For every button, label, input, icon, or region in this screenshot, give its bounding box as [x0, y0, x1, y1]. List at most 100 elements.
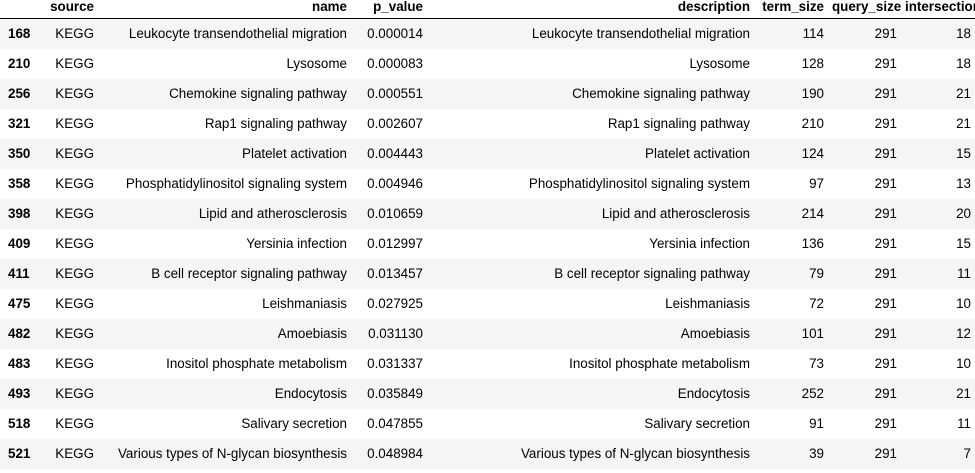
source-cell: KEGG	[55, 296, 94, 311]
source-cell: KEGG	[55, 236, 94, 251]
query-size-cell: 291	[874, 56, 897, 71]
p-value-cell: 0.035849	[367, 386, 423, 401]
term-size-cell: 91	[809, 416, 824, 431]
intersection-size-cell: 11	[957, 266, 971, 281]
p-value-cell: 0.031337	[367, 356, 423, 371]
description-cell: Various types of N-glycan biosynthesis	[521, 446, 750, 461]
name-cell: Inositol phosphate metabolism	[166, 356, 347, 371]
intersection-size-cell: 12	[956, 326, 971, 341]
name-cell: Chemokine signaling pathway	[169, 86, 347, 101]
index-header	[0, 0, 38, 19]
source-cell: KEGG	[55, 386, 94, 401]
source-cell: KEGG	[55, 446, 94, 461]
row-index: 518	[8, 416, 31, 431]
table-header: source name p_value description term_siz…	[0, 0, 975, 19]
name-cell: Leishmaniasis	[262, 296, 347, 311]
p-value-cell: 0.002607	[367, 116, 423, 131]
p-value-cell: 0.027925	[367, 296, 423, 311]
table-row: 521 KEGG Various types of N-glycan biosynt…	[0, 439, 975, 469]
description-cell: Salivary secretion	[644, 416, 750, 431]
source-cell: KEGG	[55, 206, 94, 221]
description-cell: Endocytosis	[677, 386, 750, 401]
table-row: 409 KEGG Yersinia infection 0.012997 Yersini…	[0, 229, 975, 259]
name-cell: Salivary secretion	[241, 416, 347, 431]
query-size-cell: 291	[874, 266, 897, 281]
name-cell: Various types of N-glycan biosynthesis	[118, 446, 347, 461]
description-cell: Yersinia infection	[649, 236, 750, 251]
source-cell: KEGG	[55, 416, 94, 431]
name-cell: Leukocyte transendothelial migration	[128, 26, 347, 41]
description-cell: Platelet activation	[645, 146, 750, 161]
query-size-cell: 291	[874, 86, 897, 101]
p-value-cell: 0.012997	[367, 236, 423, 251]
table-row: 483 KEGG Inositol phosphate metabolism 0.03…	[0, 349, 975, 379]
term-size-cell: 73	[809, 356, 824, 371]
query-size-cell: 291	[874, 176, 897, 191]
query-size-cell: 291	[874, 296, 897, 311]
intersection-size-header: intersection_size	[901, 0, 975, 19]
name-cell: Lysosome	[286, 56, 347, 71]
query-size-cell: 291	[874, 326, 897, 341]
intersection-size-cell: 15	[956, 146, 971, 161]
p-value-cell: 0.047855	[367, 416, 423, 431]
row-index: 483	[8, 356, 31, 371]
source-cell: KEGG	[55, 56, 94, 71]
source-cell: KEGG	[55, 26, 94, 41]
table-row: 482 KEGG Amoebiasis 0.031130 Amoebiasis 101 29…	[0, 319, 975, 349]
intersection-size-cell: 21	[956, 386, 971, 401]
source-cell: KEGG	[55, 266, 94, 281]
term-size-cell: 210	[801, 116, 824, 131]
term-size-cell: 97	[809, 176, 824, 191]
row-index: 398	[8, 206, 31, 221]
table-row: 411 KEGG B cell receptor signaling pathway…	[0, 259, 975, 289]
table-row: 518 KEGG Salivary secretion 0.047855 Salivar…	[0, 409, 975, 439]
description-cell: Lipid and atherosclerosis	[601, 206, 750, 221]
source-cell: KEGG	[55, 176, 94, 191]
p-value-cell: 0.048984	[367, 446, 423, 461]
query-size-cell: 291	[874, 386, 897, 401]
row-index: 210	[8, 56, 31, 71]
row-index: 321	[8, 116, 31, 131]
term-size-cell: 128	[801, 56, 824, 71]
p-value-cell: 0.010659	[367, 206, 423, 221]
name-cell: Lipid and atherosclerosis	[198, 206, 347, 221]
name-cell: Amoebiasis	[277, 326, 347, 341]
row-index: 168	[8, 26, 31, 41]
source-cell: KEGG	[55, 86, 94, 101]
p-value-header: p_value	[351, 0, 427, 19]
term-size-cell: 136	[801, 236, 824, 251]
query-size-cell: 291	[874, 26, 897, 41]
intersection-size-cell: 11	[957, 416, 971, 431]
intersection-size-cell: 15	[956, 236, 971, 251]
intersection-size-cell: 7	[963, 446, 971, 461]
intersection-size-cell: 18	[956, 56, 971, 71]
p-value-cell: 0.004946	[367, 176, 423, 191]
intersection-size-cell: 10	[956, 296, 971, 311]
description-cell: B cell receptor signaling pathway	[554, 266, 750, 281]
description-cell: Phosphatidylinositol signaling system	[528, 176, 750, 191]
description-cell: Inositol phosphate metabolism	[569, 356, 750, 371]
intersection-size-cell: 21	[956, 86, 971, 101]
row-index: 493	[8, 386, 31, 401]
row-index: 475	[8, 296, 31, 311]
p-value-cell: 0.000551	[367, 86, 423, 101]
source-cell: KEGG	[55, 326, 94, 341]
table-row: 493 KEGG Endocytosis 0.035849 Endocytosis 252…	[0, 379, 975, 409]
description-cell: Leukocyte transendothelial migration	[531, 26, 750, 41]
term-size-cell: 39	[809, 446, 824, 461]
description-header: description	[427, 0, 754, 19]
source-header: source	[38, 0, 98, 19]
term-size-cell: 114	[802, 26, 824, 41]
table-body: 168 KEGG Leukocyte transendothelial migrat…	[0, 18, 975, 469]
name-cell: Rap1 signaling pathway	[204, 116, 347, 131]
description-cell: Amoebiasis	[680, 326, 750, 341]
intersection-size-cell: 18	[956, 26, 971, 41]
p-value-cell: 0.031130	[368, 326, 423, 341]
source-cell: KEGG	[55, 356, 94, 371]
table-row: 358 KEGG Phosphatidylinositol signaling sy…	[0, 169, 975, 199]
p-value-cell: 0.000014	[367, 26, 423, 41]
table-row: 256 KEGG Chemokine signaling pathway 0.0005…	[0, 79, 975, 109]
query-size-cell: 291	[874, 416, 897, 431]
name-cell: Phosphatidylinositol signaling system	[125, 176, 347, 191]
description-cell: Leishmaniasis	[665, 296, 750, 311]
